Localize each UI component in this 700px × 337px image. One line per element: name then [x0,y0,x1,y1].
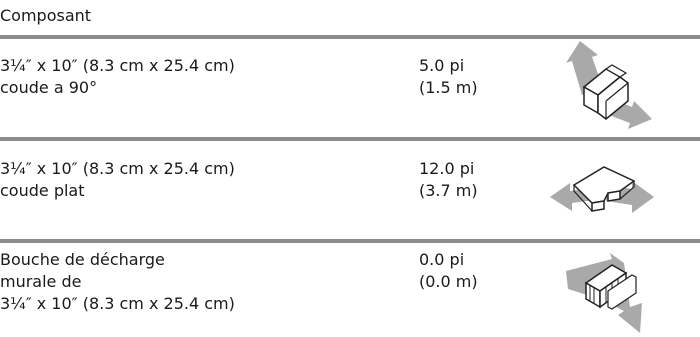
flat-elbow-icon [548,145,660,229]
table-row: Bouche de décharge murale de 3¼″ x 10″ (… [0,243,700,337]
component-description: Bouche de décharge murale de 3¼″ x 10″ (… [0,250,235,313]
table-row: 3¼″ x 10″ (8.3 cm x 25.4 cm) coude plat … [0,141,700,233]
component-description: 3¼″ x 10″ (8.3 cm x 25.4 cm) coude a 90° [0,56,235,97]
divider [0,137,700,141]
component-description: 3¼″ x 10″ (8.3 cm x 25.4 cm) coude plat [0,159,235,200]
elbow-90-icon [562,39,658,131]
divider [0,239,700,243]
divider [0,35,700,39]
column-header-component: Composant [0,6,92,25]
wall-cap-icon [560,245,660,335]
equivalent-length: 5.0 pi (1.5 m) [419,56,478,97]
equivalent-length: 12.0 pi (3.7 m) [419,159,478,200]
equivalent-length: 0.0 pi (0.0 m) [419,250,478,291]
table-row: 3¼″ x 10″ (8.3 cm x 25.4 cm) coude a 90°… [0,39,700,131]
